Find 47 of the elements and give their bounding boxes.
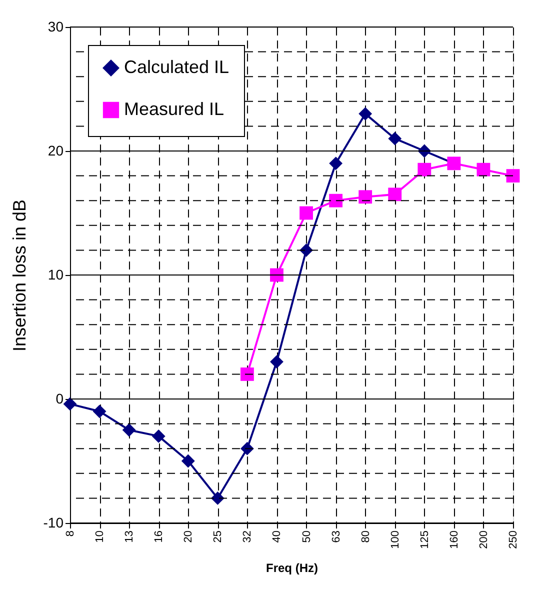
x-axis-title: Freq (Hz)	[266, 560, 318, 575]
x-tick-label: 80	[360, 530, 372, 543]
x-tick-label: 8	[64, 530, 76, 537]
x-tick-label: 63	[330, 530, 342, 543]
point	[358, 107, 372, 121]
x-tick-label: 32	[242, 530, 254, 543]
y-tick-label: 30	[48, 18, 64, 34]
x-tick-label: 160	[448, 530, 460, 549]
point	[270, 268, 284, 282]
point	[92, 404, 106, 418]
point	[240, 442, 254, 456]
y-tick-label: 10	[48, 266, 64, 282]
point	[358, 190, 372, 204]
point	[300, 206, 313, 220]
point	[476, 162, 490, 176]
point	[418, 162, 432, 176]
x-tick-label: 125	[418, 530, 431, 549]
x-tick-label: 10	[94, 530, 106, 543]
point	[506, 169, 520, 183]
y-tick-label: -10	[43, 514, 64, 530]
point	[210, 491, 224, 505]
point	[418, 144, 432, 158]
y-axis-title: Insertion loss in dB	[9, 199, 30, 352]
point	[300, 243, 313, 257]
x-tick-label: 100	[389, 530, 402, 549]
legend-label: Measured IL	[124, 99, 224, 119]
legend-label: Calculated IL	[124, 57, 230, 77]
x-tick-label: 50	[300, 530, 313, 543]
x-tick-label: 13	[124, 530, 136, 543]
point	[181, 454, 195, 468]
x-tick-label: 40	[271, 530, 284, 543]
point	[63, 397, 77, 411]
y-tick-label: 20	[48, 142, 64, 158]
point	[240, 367, 254, 381]
point	[329, 156, 343, 170]
x-tick-label: 200	[478, 530, 490, 549]
x-tick-label: 250	[508, 530, 520, 549]
x-tick-label: 16	[153, 530, 166, 543]
point	[152, 429, 166, 443]
x-tick-label: 20	[182, 530, 195, 543]
point	[388, 132, 402, 146]
point	[329, 194, 343, 208]
y-tick-label: 0	[56, 390, 64, 406]
x-tick-label: 25	[212, 530, 224, 543]
point	[122, 423, 136, 437]
point	[270, 355, 284, 369]
point	[388, 188, 402, 202]
